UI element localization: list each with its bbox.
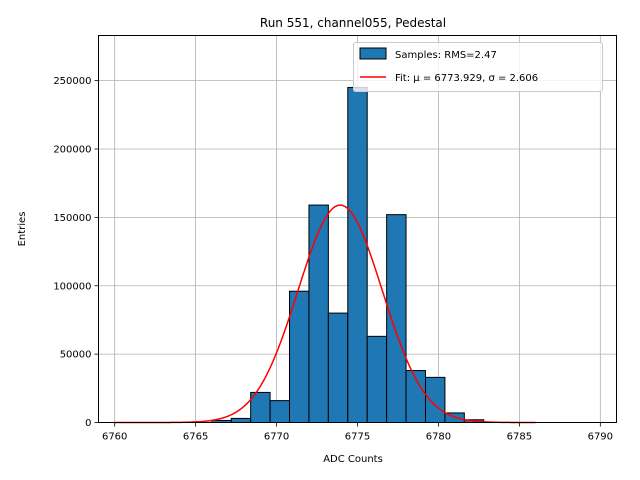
histogram-bar [424,376,446,424]
legend-box [353,42,603,92]
y-tick-label: 50000 [60,350,92,361]
histogram-bars [211,86,485,424]
x-tick-label: 6760 [102,432,127,443]
x-tick-label: 6775 [345,432,370,443]
y-tick-label: 100000 [53,281,91,292]
legend: Samples: RMS=2.47 Fit: μ = 6773.929, σ =… [353,42,603,92]
legend-label-fit: Fit: μ = 6773.929, σ = 2.606 [395,73,538,84]
x-tick-label: 6765 [183,432,208,443]
histogram-bar [347,86,368,423]
x-tick-label: 6770 [264,432,289,443]
legend-label-samples: Samples: RMS=2.47 [395,50,497,61]
histogram-bar [269,400,291,424]
histogram-bar [308,204,329,423]
legend-swatch-samples [359,47,387,60]
y-tick-label: 200000 [53,145,91,156]
axis-ticks: 6760 6765 6770 6775 6780 6785 6790 0 50000 100000… [53,76,613,442]
histogram-bar [327,312,349,423]
y-axis-title: Entries [17,212,28,247]
x-tick-label: 6780 [426,432,451,443]
y-tick-label: 250000 [53,76,91,87]
y-tick-label: 0 [85,418,91,429]
x-tick-label: 6785 [507,432,532,443]
x-axis-title: ADC Counts [323,454,383,465]
histogram-bar [366,335,388,423]
x-tick-label: 6790 [588,432,613,443]
histogram-bar [230,417,252,423]
chart-title: Run 551, channel055, Pedestal [260,16,446,30]
y-tick-label: 150000 [53,213,91,224]
histogram-bar [386,214,407,423]
histogram-bar [289,290,310,423]
